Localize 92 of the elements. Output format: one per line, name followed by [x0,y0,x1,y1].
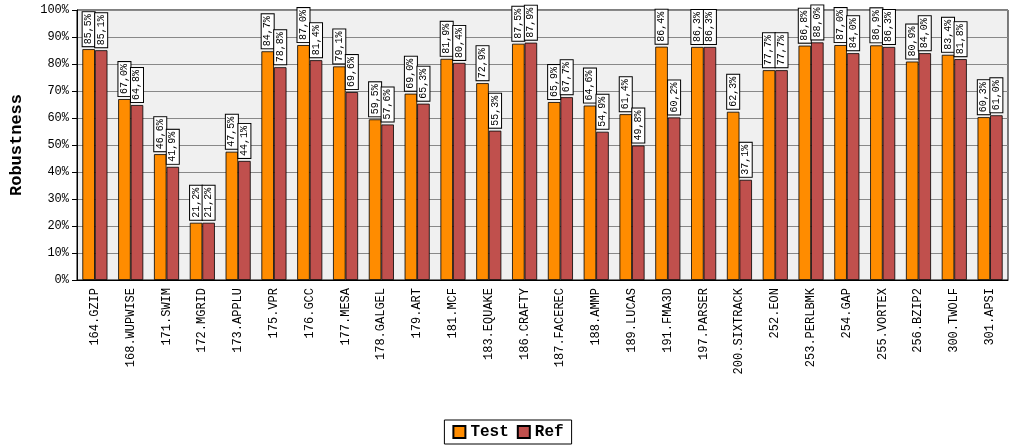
data-label: 79,1% [333,31,345,62]
x-tick-label: 254.GAP [839,288,854,339]
x-tick-label: 171.SWIM [159,288,174,346]
data-label: 87,0% [297,10,309,41]
x-tick-label: 191.FMA3D [660,288,675,353]
x-tick-label: 176.GCC [302,288,317,339]
data-label: 64,8% [131,70,143,101]
data-label: 69,0% [405,58,417,89]
data-label: 61,0% [990,80,1002,111]
data-label: 80,4% [453,27,465,58]
data-label: 54,9% [596,96,608,127]
x-tick-label: 189.LUCAS [625,288,640,353]
data-label: 86,3% [704,11,716,42]
x-tick-label: 181.MCF [445,288,460,339]
x-tick-label: 187.FACEREC [553,288,568,368]
data-label: 69,6% [346,57,358,88]
y-tick-label: 30% [47,192,70,206]
data-label: 85,5% [83,14,95,45]
y-tick-label: 80% [47,57,70,71]
y-tick-label: 20% [47,219,70,233]
data-label: 84,0% [847,18,859,49]
data-label: 67,7% [561,62,573,93]
x-tick-label: 255.VORTEX [875,288,890,361]
x-tick-label: 175.VPR [266,288,281,339]
data-label: 78,8% [274,32,286,63]
data-label: 86,9% [870,10,882,41]
x-tick-label: 172.MGRID [195,288,210,353]
data-label: 85,1% [95,15,107,46]
data-label: 72,9% [477,48,489,79]
x-tick-label: 178.GALGEL [374,288,389,361]
x-tick-label: 300.TWOLF [947,288,962,353]
legend-label: Ref [534,423,564,441]
x-tick-label: 179.ART [410,288,425,339]
data-label: 44,1% [238,125,250,156]
data-label: 88,0% [811,7,823,38]
data-label: 21,2% [203,187,215,218]
data-label: 81,4% [310,25,322,56]
x-tick-label: 188.AMMP [589,288,604,346]
data-label: 37,1% [740,144,752,175]
y-tick-label: 70% [47,84,70,98]
x-tick-label: 186.CRAFTY [517,288,532,361]
data-label: 61,4% [620,79,632,110]
y-tick-label: 10% [47,246,70,260]
x-tick-label: 200.SIXTRACK [732,287,747,375]
data-label: 84,7% [262,16,274,47]
x-tick-label: 197.PARSER [696,288,711,361]
y-tick-label: 50% [47,138,70,152]
data-label: 86,4% [656,11,668,42]
x-tick-label: 252.EON [768,288,783,339]
data-label: 62,3% [727,76,739,107]
y-tick-label: 100% [40,3,70,17]
y-tick-label: 90% [47,30,70,44]
x-tick-label: 168.WUPWISE [123,288,138,368]
y-axis-title: Robustness [7,93,26,197]
data-label: 59,5% [369,84,381,115]
x-tick-label: 183.EQUAKE [481,288,496,361]
data-label: 86,8% [799,10,811,41]
data-label: 81,9% [441,23,453,54]
data-label: 60,3% [978,82,990,113]
y-tick-label: 0% [54,273,70,287]
data-label: 41,9% [167,131,179,162]
data-label: 87,0% [835,10,847,41]
x-tick-label: 177.MESA [338,287,353,346]
legend-label: Test [470,423,509,441]
data-label: 87,9% [525,7,537,38]
data-label: 65,3% [417,68,429,99]
data-label: 55,3% [489,95,501,126]
data-label: 77,7% [763,35,775,66]
x-tick-label: 164.GZIP [87,288,102,346]
data-label: 21,2% [190,187,202,218]
data-label: 83,4% [942,19,954,50]
data-label: 84,0% [919,18,931,49]
data-label: 86,3% [691,11,703,42]
data-label: 80,9% [906,26,918,57]
data-label: 87,5% [512,8,524,39]
data-label: 77,7% [776,35,788,66]
data-label: 64,6% [584,70,596,101]
y-tick-label: 60% [47,111,70,125]
data-label: 81,8% [955,24,967,55]
data-label: 65,9% [548,67,560,98]
x-tick-label: 173.APPLU [231,288,246,353]
x-tick-label: 253.PERLBMK [804,287,819,368]
data-label: 60,2% [668,82,680,113]
y-tick-label: 40% [47,165,70,179]
data-label: 67,0% [118,64,130,95]
data-label: 57,6% [382,89,394,120]
data-label: 47,5% [226,116,238,147]
x-tick-label: 256.BZIP2 [911,288,926,353]
data-label: 46,6% [154,119,166,150]
x-tick-label: 301.APSI [983,288,998,346]
data-label: 49,8% [632,110,644,141]
data-label: 86,3% [883,11,895,42]
